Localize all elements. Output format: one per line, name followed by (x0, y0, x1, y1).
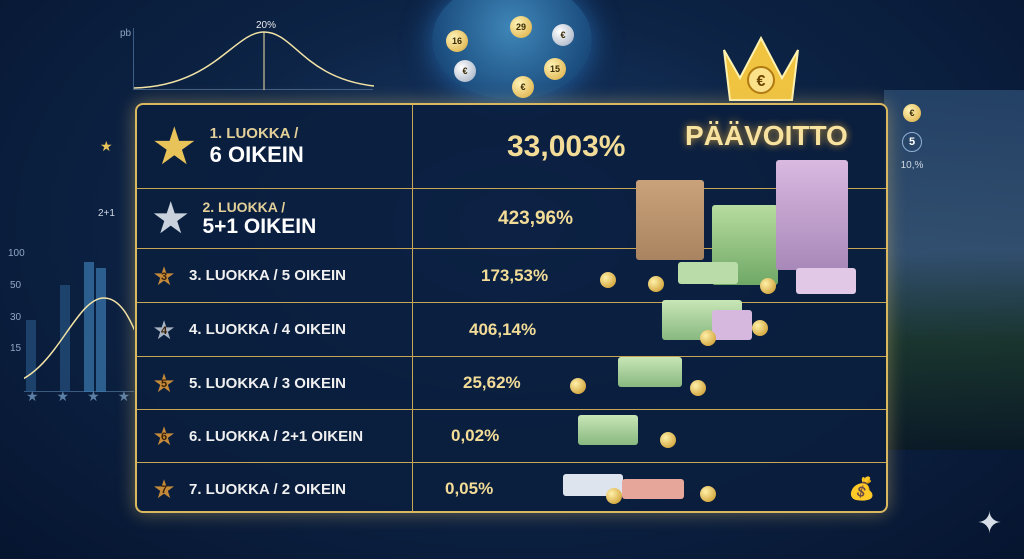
tier-label: 5. LUOKKA / 3 OIKEIN (189, 374, 346, 392)
tier-label: 6. LUOKKA / 2+1 OIKEIN (189, 427, 364, 445)
lottery-ball: € (454, 60, 476, 82)
tick-label: 30 (10, 312, 22, 323)
right-markers: € 5 10,% (900, 104, 924, 171)
table-row: ★ 2. LUOKKA / 5+1 OIKEIN 423,96% (137, 188, 886, 248)
sparkle-icon: ✦ (976, 507, 1002, 540)
star-badge-icon: ★ 5 (152, 368, 176, 398)
gold-star-icon: ★ (151, 117, 198, 176)
money-bag-icon: 💰 (848, 476, 876, 501)
left-star-marker: ★ (100, 138, 113, 154)
lottery-ball: € (512, 76, 534, 98)
lottery-ball: 16 (446, 30, 468, 52)
top-distribution-chart: pb 20% (120, 20, 374, 90)
lottery-ball: 15 (544, 58, 566, 80)
tier-percent: 173,53% (481, 265, 549, 285)
tier-label: 7. LUOKKA / 2 OIKEIN (189, 480, 346, 498)
table-row: ★ 3 3. LUOKKA / 5 OIKEIN 173,53% (137, 248, 886, 302)
tier-condition: 6 OIKEIN (209, 142, 304, 167)
silver-star-icon: ★ (151, 193, 191, 243)
tier-label: 1. LUOKKA / (209, 125, 299, 142)
tick-label: 15 (10, 343, 22, 354)
lottery-ball: 29 (510, 16, 532, 38)
table-row: ★ 6 6. LUOKKA / 2+1 OIKEIN 0,02% (137, 409, 886, 462)
rating-stars-row: ★★★★ (26, 388, 149, 404)
percent-marker: 10,% (900, 160, 924, 171)
chart-y-label: pb (120, 28, 132, 39)
lottery-drum: 29 16 15 € € € (432, 0, 592, 100)
tier-percent: 406,14% (469, 319, 537, 339)
left-combo-label: 2+1 (98, 208, 115, 219)
table-row: ★ 1. LUOKKA / 6 OIKEIN 33,003% (137, 105, 886, 188)
left-distribution-chart: 100 50 30 15 (8, 240, 134, 392)
tier-percent: 0,05% (445, 479, 494, 498)
euro-coin-icon: € (903, 104, 921, 122)
tier-label: 3. LUOKKA / 5 OIKEIN (189, 267, 346, 284)
star-badge-icon: ★ 4 (152, 314, 176, 345)
crown-icon: € (723, 35, 799, 101)
left-curve (24, 262, 134, 392)
tick-label: 100 (8, 248, 25, 259)
bell-curve (134, 31, 374, 90)
star-badge-icon: ★ 3 (152, 260, 176, 291)
prize-tier-table: ★ 1. LUOKKA / 6 OIKEIN 33,003% ★ 2. LUOK… (135, 103, 888, 513)
table-row: ★ 4 4. LUOKKA / 4 OIKEIN 406,14% (137, 302, 886, 356)
number-marker: 5 (902, 132, 922, 152)
lottery-ball: € (552, 24, 574, 46)
table-row: ★ 7 7. LUOKKA / 2 OIKEIN 0,05% (137, 462, 886, 511)
tier-percent: 423,96% (498, 207, 574, 229)
tick-label: 50 (10, 280, 22, 291)
table-row: ★ 5 5. LUOKKA / 3 OIKEIN 25,62% (137, 356, 886, 409)
tier-percent: 25,62% (463, 373, 521, 392)
tier-condition: 5+1 OIKEIN (202, 214, 317, 238)
star-badge-icon: ★ 6 (152, 421, 176, 451)
tier-label: 4. LUOKKA / 4 OIKEIN (189, 321, 346, 338)
crown-euro-symbol: € (757, 73, 766, 90)
tier-percent: 33,003% (507, 129, 626, 163)
tier-percent: 0,02% (451, 426, 500, 445)
star-badge-icon: ★ 7 (152, 474, 176, 504)
jackpot-label: PÄÄVOITTO (685, 120, 848, 151)
tier-label: 2. LUOKKA / (202, 198, 286, 215)
chart-peak-label: 20% (256, 20, 277, 31)
